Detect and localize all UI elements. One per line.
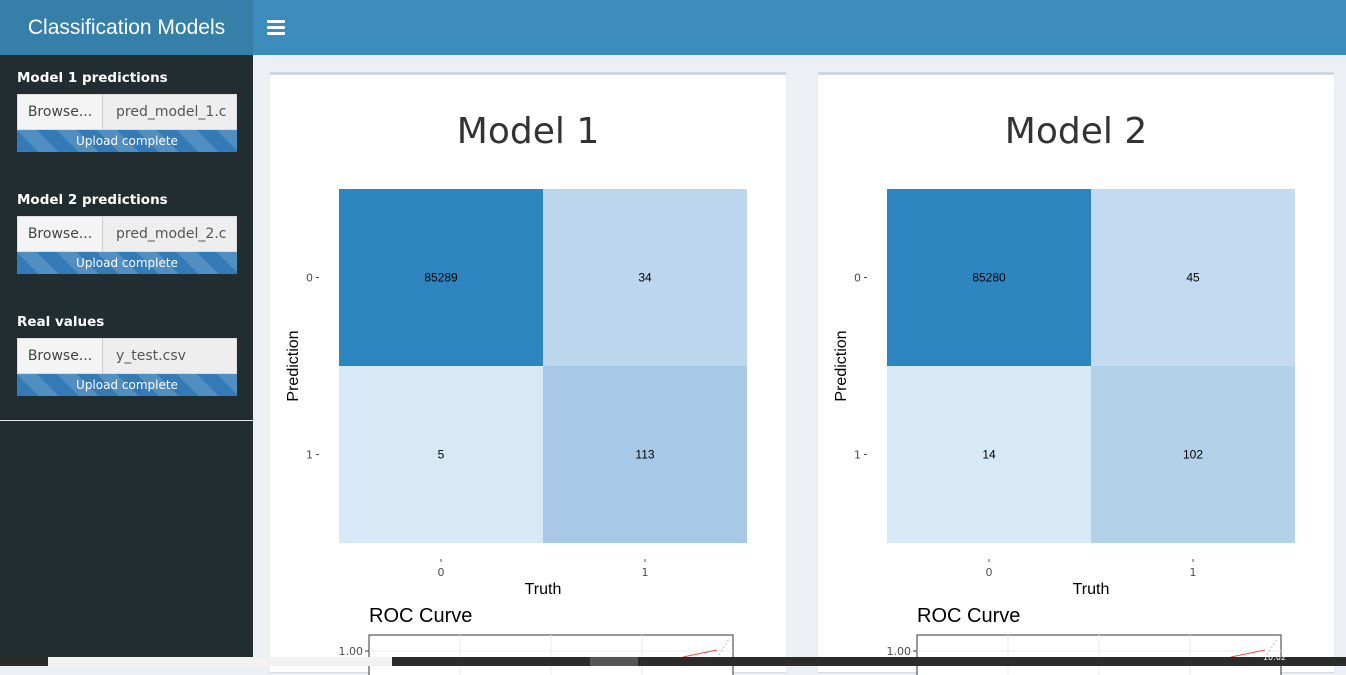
x-axis-title: Truth: [525, 581, 562, 598]
cell-value-label: 113: [635, 448, 654, 462]
taskbar: 10:02: [0, 653, 1346, 666]
roc-diagonal: [718, 638, 730, 656]
file-input-row: Browse... y_test.csv: [17, 338, 237, 374]
hamburger-menu-icon[interactable]: [267, 17, 285, 37]
upload-progress-bar: Upload complete: [17, 130, 237, 152]
heatmap-cell: [339, 366, 543, 543]
y-tick-label: 0: [306, 272, 313, 285]
x-tick-label: 1: [1190, 566, 1197, 579]
upload-progress-bar: Upload complete: [17, 374, 237, 396]
cell-value-label: 45: [1186, 271, 1200, 285]
roc-title-2: ROC Curve: [917, 605, 1021, 627]
upload-model-2: Model 2 predictions Browse... pred_model…: [17, 192, 237, 274]
taskbar-search-field[interactable]: [48, 657, 392, 666]
roc-y-tick-label: 1.00: [339, 645, 364, 658]
file-name-field[interactable]: pred_model_1.c: [103, 94, 237, 130]
y-axis-title: Prediction: [285, 330, 302, 401]
heatmap-cell: [339, 189, 543, 366]
taskbar-clock: 10:02: [1262, 653, 1286, 662]
confusion-matrix-2: 85280 45 14 102 0 1 0 1 Truth Prediction 1.00: [833, 189, 1295, 675]
cell-value-label: 102: [1183, 448, 1203, 462]
roc-title-1: ROC Curve: [369, 605, 473, 627]
upload-real-values: Real values Browse... y_test.csv Upload …: [17, 314, 237, 396]
file-input-row: Browse... pred_model_2.c: [17, 216, 237, 252]
model-1-box: Model 1 85289 34 5 113 0 1 0 1 Truth Prediction 1.…: [270, 72, 786, 675]
x-tick-label: 0: [438, 566, 445, 579]
y-axis-title: Prediction: [833, 330, 850, 401]
x-axis-title: Truth: [1073, 581, 1110, 598]
heatmap-cell: [887, 189, 1091, 366]
x-tick-label: 1: [642, 566, 649, 579]
heatmap-cell: [1091, 189, 1295, 366]
y-tick-label: 0: [854, 272, 861, 285]
cell-value-label: 34: [638, 271, 652, 285]
app-title: Classification Models: [0, 0, 253, 55]
sidebar-divider: [0, 420, 253, 421]
taskbar-active-app[interactable]: [590, 657, 638, 666]
cell-value-label: 5: [438, 448, 445, 462]
file-name-field[interactable]: pred_model_2.c: [103, 216, 237, 252]
heatmap-cell: [543, 366, 747, 543]
file-name-field[interactable]: y_test.csv: [103, 338, 237, 374]
roc-diagonal: [1266, 638, 1278, 656]
heatmap-cell: [887, 366, 1091, 543]
x-tick-label: 0: [986, 566, 993, 579]
model-2-title: Model 2: [1004, 111, 1148, 152]
upload-progress-bar: Upload complete: [17, 252, 237, 274]
top-navbar: [253, 0, 1346, 55]
browse-button[interactable]: Browse...: [17, 216, 103, 252]
y-tick-label: 1: [306, 449, 313, 462]
cell-value-label: 85280: [972, 271, 1006, 285]
confusion-matrix-1: 85289 34 5 113 0 1 0 1 Truth Prediction 1.00: [285, 189, 747, 675]
upload-label: Model 1 predictions: [17, 70, 168, 86]
sidebar: Model 1 predictions Browse... pred_model…: [0, 55, 253, 666]
heatmap-cell: [1091, 366, 1295, 543]
upload-label: Model 2 predictions: [17, 192, 168, 208]
model-2-box: Model 2 85280 45 14 102 0 1 0 1 Truth Prediction 1…: [818, 72, 1334, 675]
cell-value-label: 85289: [424, 271, 458, 285]
cell-value-label: 14: [982, 448, 996, 462]
upload-model-1: Model 1 predictions Browse... pred_model…: [17, 70, 237, 152]
roc-y-tick-label: 1.00: [887, 645, 912, 658]
roc-curve-line: [682, 649, 718, 658]
roc-curve-line: [1230, 649, 1266, 658]
browse-button[interactable]: Browse...: [17, 338, 103, 374]
y-tick-label: 1: [854, 449, 861, 462]
heatmap-cell: [543, 189, 747, 366]
upload-label: Real values: [17, 314, 105, 330]
browse-button[interactable]: Browse...: [17, 94, 103, 130]
file-input-row: Browse... pred_model_1.c: [17, 94, 237, 130]
model-1-title: Model 1: [456, 111, 600, 152]
